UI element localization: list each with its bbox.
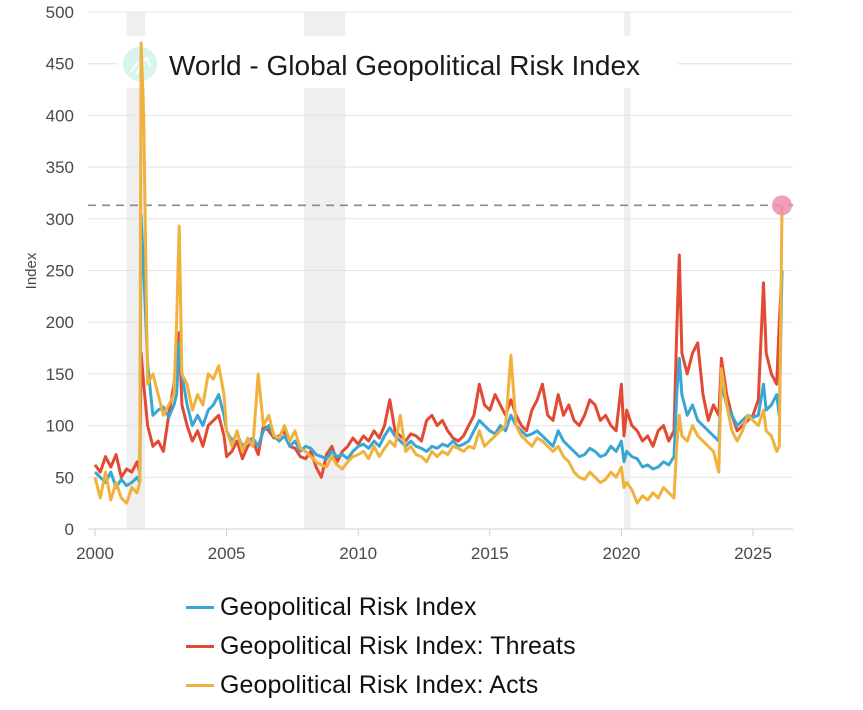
y-tick-label: 0 xyxy=(65,520,74,539)
x-tick-label: 2020 xyxy=(602,544,640,563)
series-line-acts xyxy=(93,41,784,505)
y-tick-label: 500 xyxy=(46,3,74,22)
grid-lines xyxy=(88,11,793,530)
legend-item-acts[interactable]: Geopolitical Risk Index: Acts xyxy=(186,666,576,705)
legend-item-gpr[interactable]: Geopolitical Risk Index xyxy=(186,588,576,627)
y-tick-label: 450 xyxy=(46,55,74,74)
highlight-point-marker[interactable] xyxy=(771,195,792,216)
series-lines xyxy=(93,41,784,505)
y-tick-label: 300 xyxy=(46,210,74,229)
y-tick-label: 250 xyxy=(46,262,74,281)
legend-label-acts: Geopolitical Risk Index: Acts xyxy=(220,671,539,699)
legend-label-gpr: Geopolitical Risk Index xyxy=(220,593,477,621)
x-axis: 2000 2005 2010 2015 2020 2025 xyxy=(76,529,772,563)
x-tick-label: 2010 xyxy=(339,544,377,563)
x-tick-label: 2000 xyxy=(76,544,114,563)
x-tick-label: 2025 xyxy=(734,544,772,563)
chart-title: World - Global Geopolitical Risk Index xyxy=(169,50,640,81)
y-tick-label: 150 xyxy=(46,365,74,384)
x-tick-label: 2005 xyxy=(208,544,246,563)
y-tick-label: 200 xyxy=(46,313,74,332)
series-line-threats xyxy=(93,253,784,479)
legend-item-threats[interactable]: Geopolitical Risk Index: Threats xyxy=(186,627,576,666)
y-tick-label: 50 xyxy=(55,468,74,487)
legend-swatch-acts xyxy=(186,684,214,687)
y-tick-label: 350 xyxy=(46,158,74,177)
y-tick-label: 400 xyxy=(46,106,74,125)
series-line-gpr xyxy=(93,214,784,490)
y-axis-label: Index xyxy=(23,252,40,289)
legend-swatch-threats xyxy=(186,645,214,648)
legend-label-threats: Geopolitical Risk Index: Threats xyxy=(220,632,576,660)
chart-title-group: World - Global Geopolitical Risk Index xyxy=(118,36,678,88)
legend: Geopolitical Risk Index Geopolitical Ris… xyxy=(186,588,576,705)
legend-swatch-gpr xyxy=(186,606,214,609)
y-axis-ticks: 0 50 100 150 200 250 300 350 400 450 500 xyxy=(46,3,74,539)
x-tick-label: 2015 xyxy=(471,544,509,563)
y-tick-label: 100 xyxy=(46,417,74,436)
